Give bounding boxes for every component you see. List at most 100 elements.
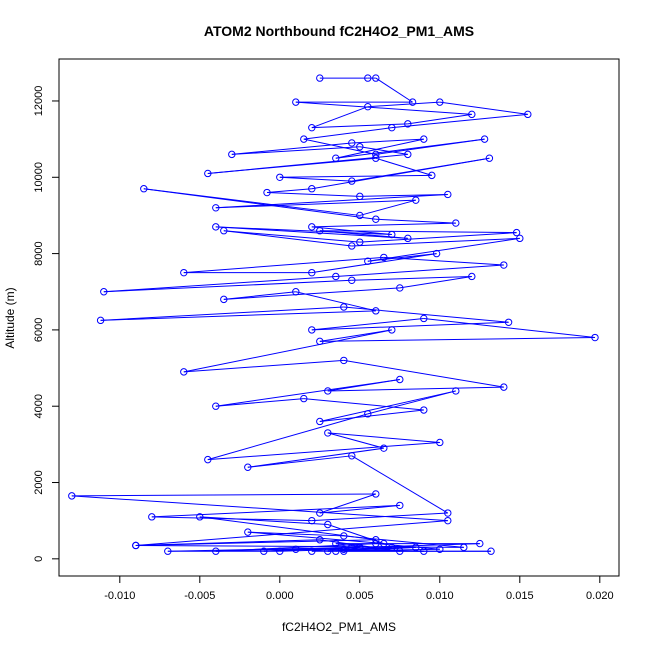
series-segment [247, 455, 352, 468]
data-point [308, 268, 316, 277]
data-point [404, 120, 412, 128]
data-point [220, 295, 228, 304]
data-point [372, 74, 380, 82]
data-point [180, 268, 188, 277]
data-point [308, 223, 316, 231]
series-segment [359, 232, 517, 243]
series-segment [215, 193, 448, 209]
x-tick-label: 0.005 [346, 590, 374, 602]
data-point [372, 215, 380, 223]
data-point [316, 417, 324, 426]
data-point [412, 543, 420, 552]
series-segment [399, 275, 472, 289]
data-point [340, 532, 348, 540]
data-point [404, 150, 412, 159]
data-point [420, 406, 428, 414]
series-points [68, 74, 599, 555]
data-point [148, 513, 156, 521]
data-point [68, 492, 76, 500]
x-axis: -0.010 -0.005 0.000 0.005 0.010 0.015 0.020 [104, 575, 614, 602]
series-segment [407, 113, 472, 125]
series-segment [303, 127, 392, 140]
data-point [308, 547, 316, 555]
data-point [372, 307, 380, 315]
data-point [452, 387, 460, 395]
data-point [460, 543, 468, 552]
data-point [204, 455, 212, 464]
series-segment [247, 531, 344, 537]
data-point [260, 547, 268, 555]
series-segment [151, 504, 400, 518]
data-point [244, 528, 252, 536]
y-axis: 0 2000 4000 6000 8000 10000 12000 [33, 86, 60, 562]
data-point [220, 226, 228, 235]
series-segment [207, 413, 368, 461]
series-segment [359, 146, 408, 155]
data-point [316, 226, 324, 235]
data-point [476, 539, 484, 548]
series-segment [359, 199, 416, 216]
data-point [372, 154, 380, 162]
data-point [432, 249, 441, 258]
data-point [292, 545, 300, 553]
data-point [132, 541, 140, 550]
data-point [292, 98, 300, 106]
data-point [316, 74, 324, 82]
data-point [308, 123, 316, 132]
data-point [348, 276, 356, 284]
series-segment [319, 409, 424, 422]
series-segment [327, 386, 504, 392]
data-point [348, 452, 356, 460]
data-point [444, 516, 452, 525]
y-tick-label: 6000 [33, 318, 45, 342]
series-segment [135, 539, 320, 546]
data-point [212, 204, 220, 212]
series-segment [319, 329, 392, 342]
data-point [396, 501, 404, 510]
series-segment [215, 379, 400, 407]
data-point [420, 135, 428, 143]
series-segment [359, 543, 480, 548]
data-point [300, 394, 308, 403]
data-point [340, 356, 348, 365]
data-point [204, 169, 212, 178]
series-segment [183, 256, 384, 274]
series-segment [71, 495, 448, 522]
data-point [380, 444, 388, 452]
x-tick-label: -0.010 [104, 590, 135, 602]
data-point [412, 196, 420, 204]
series-segment [311, 222, 456, 228]
data-point [348, 139, 356, 147]
series-segment [359, 193, 448, 197]
data-point [324, 547, 332, 555]
series-segment [279, 176, 352, 182]
data-point [372, 490, 380, 498]
series-segment [207, 157, 376, 174]
y-tick-label: 4000 [33, 394, 45, 418]
series-segment [375, 77, 413, 103]
data-point [404, 234, 412, 243]
series-segment [367, 101, 440, 108]
data-point [396, 547, 404, 555]
data-point [356, 543, 364, 552]
series-segment [279, 174, 432, 178]
y-tick-label: 10000 [33, 162, 45, 193]
data-point [428, 171, 436, 180]
data-point [244, 463, 252, 471]
data-point [436, 438, 444, 447]
series-segment [335, 546, 360, 552]
data-point [212, 547, 220, 555]
data-point [480, 135, 489, 143]
series-lines [71, 77, 596, 552]
x-axis-label: fC2H4O2_PM1_AMS [282, 620, 396, 634]
data-point [364, 257, 372, 265]
data-point [468, 110, 476, 119]
data-point [164, 547, 172, 555]
series-segment [295, 291, 376, 312]
data-point [263, 188, 271, 197]
data-point [340, 545, 348, 553]
data-point [516, 234, 524, 243]
x-tick-label: 0.010 [426, 590, 454, 602]
